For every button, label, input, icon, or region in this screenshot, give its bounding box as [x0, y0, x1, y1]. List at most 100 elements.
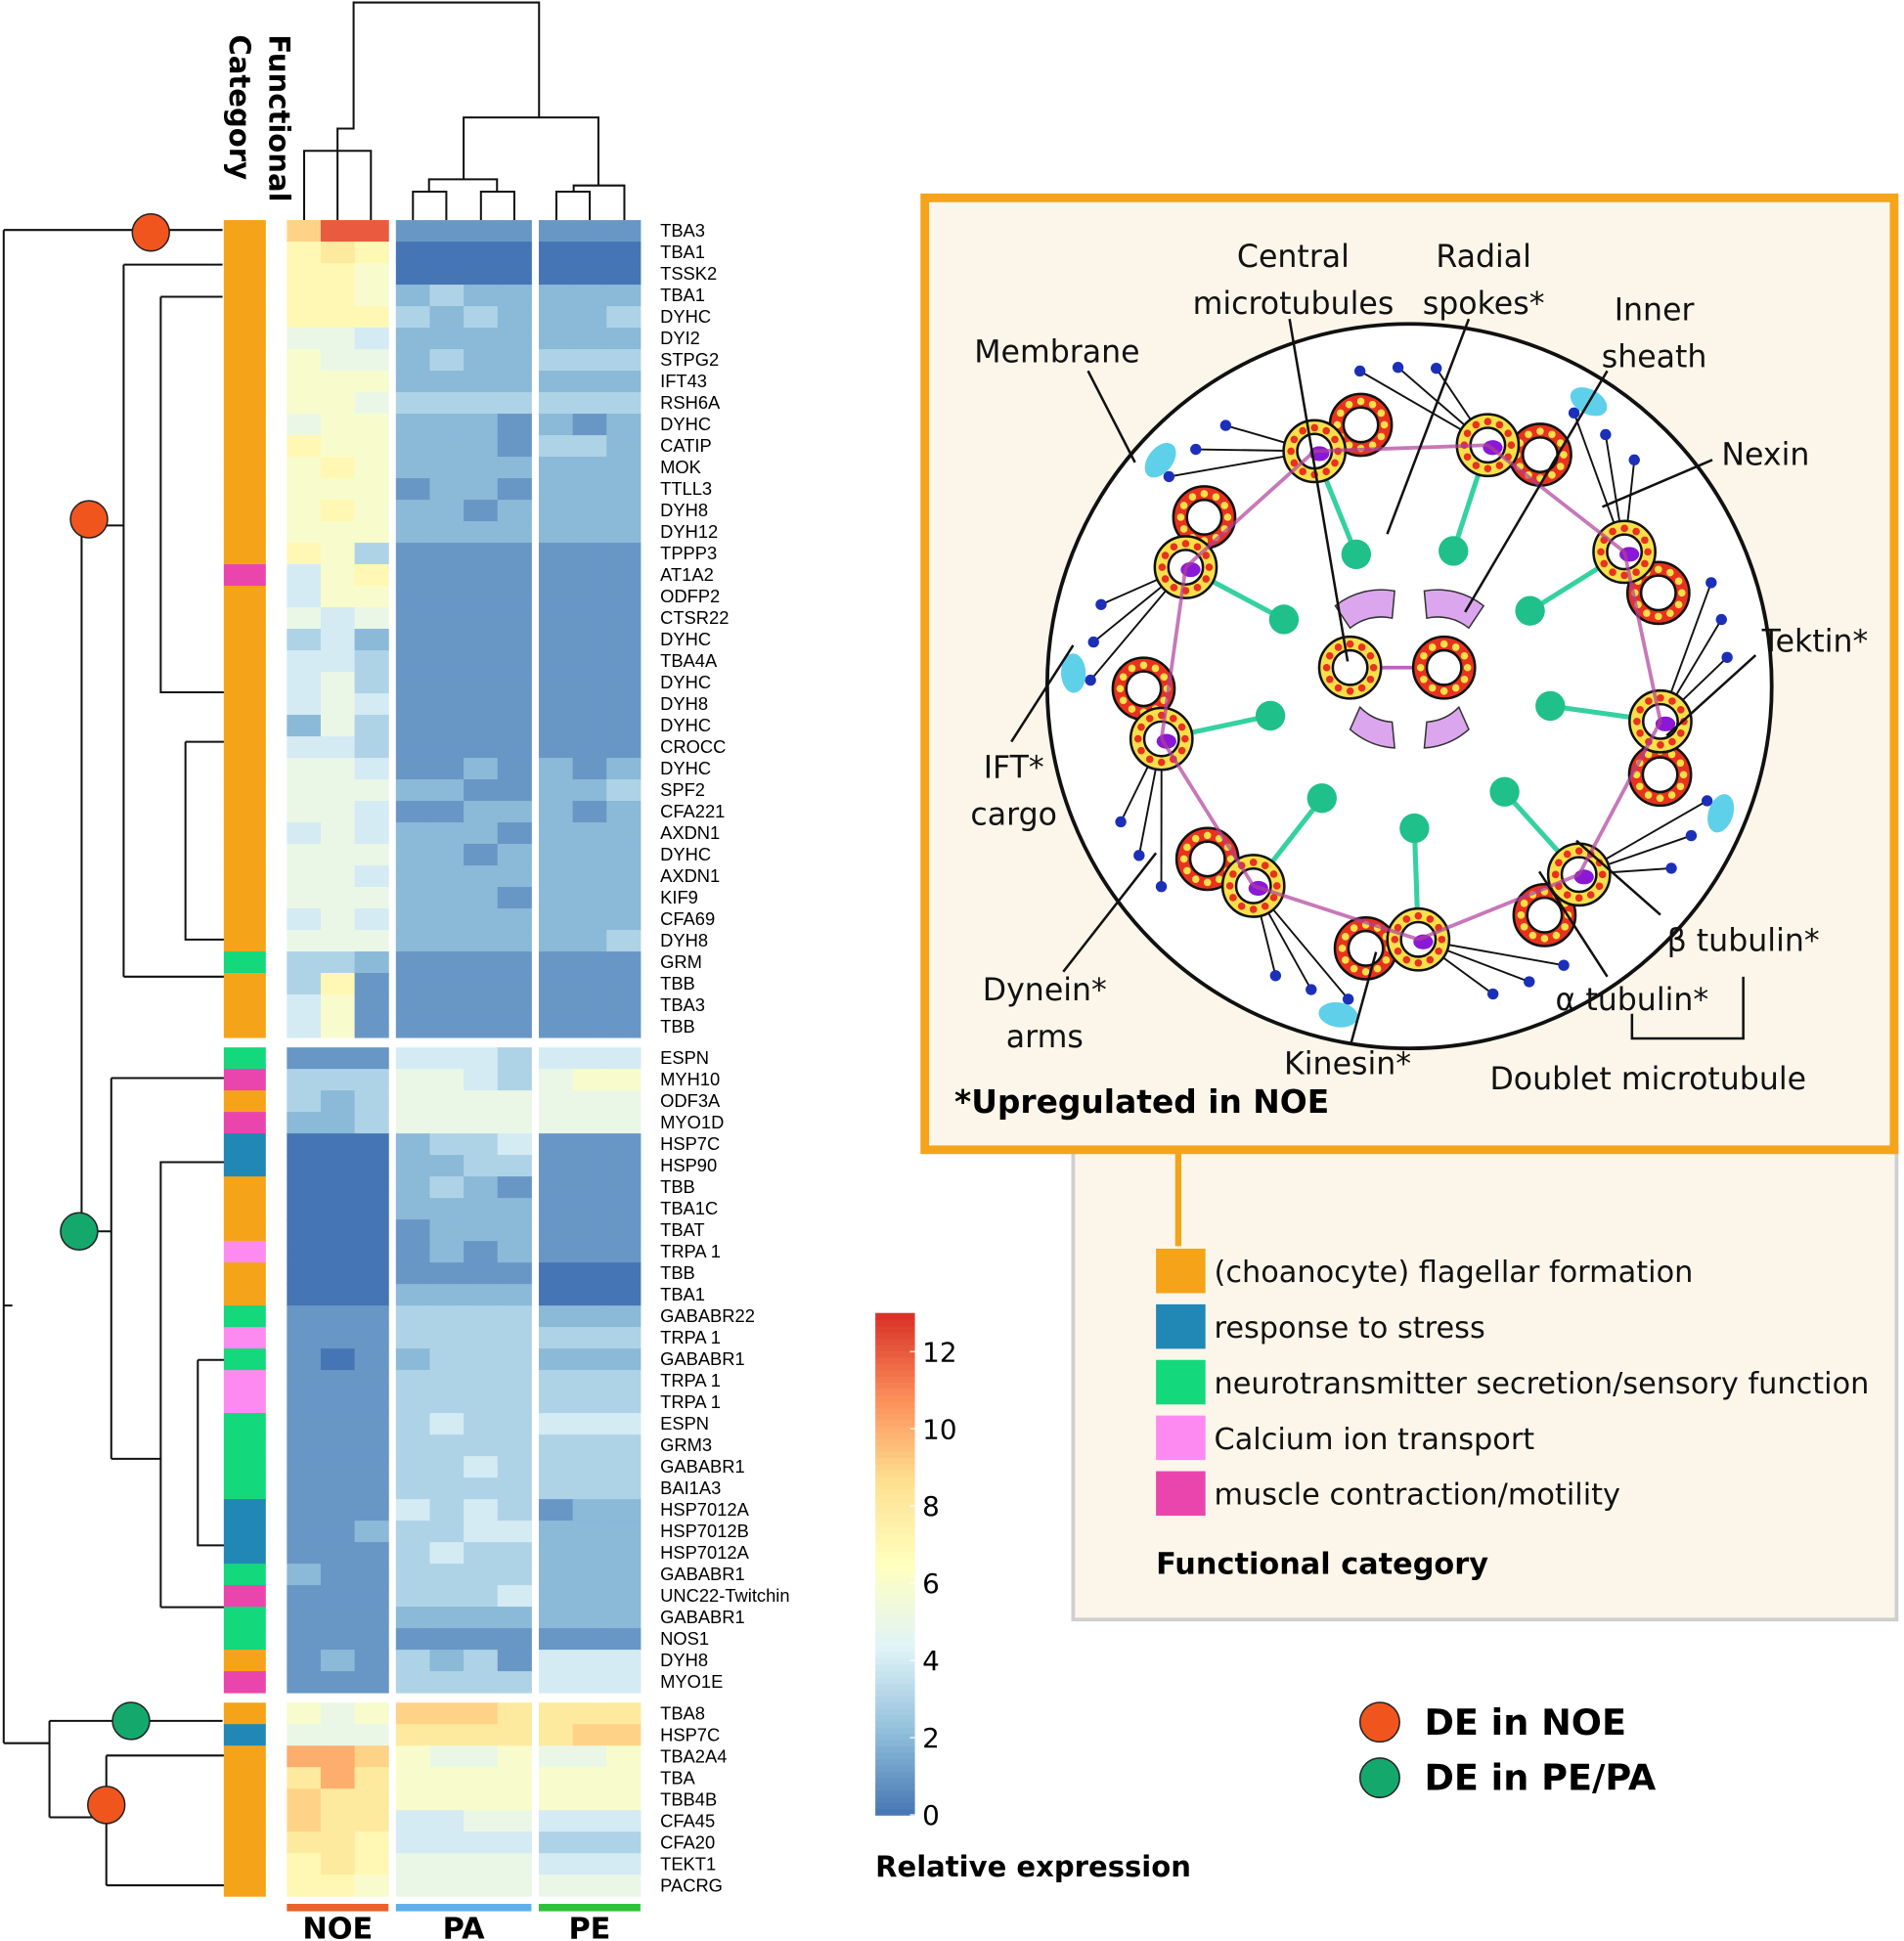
heat-cell	[354, 1875, 389, 1897]
heat-cell	[606, 1047, 642, 1070]
heat-cell	[395, 1671, 430, 1694]
colorbar-step	[875, 1476, 915, 1483]
heat-cell	[354, 1521, 389, 1543]
diagram-label: sheath	[1602, 340, 1707, 375]
tubulin-dot	[1377, 409, 1386, 418]
tubulin-dot	[1326, 675, 1334, 684]
category-cell	[223, 1155, 266, 1177]
heat-cell	[606, 242, 642, 264]
gene-label: CFA69	[660, 908, 715, 929]
heat-cell	[287, 306, 322, 329]
colorbar-step	[875, 1375, 915, 1384]
heat-cell	[464, 1047, 499, 1070]
heat-cell	[538, 1702, 574, 1725]
heat-cell	[606, 1133, 642, 1156]
tubulin-dot	[1151, 664, 1160, 673]
heat-cell	[354, 822, 389, 845]
category-cell	[223, 1090, 266, 1113]
group-label: PE	[568, 1912, 610, 1941]
gene-label: RSH6A	[660, 392, 721, 413]
heat-cell	[606, 1542, 642, 1565]
tubulin-dot	[1350, 964, 1358, 973]
colorbar-step	[875, 1582, 915, 1590]
category-cell	[223, 650, 266, 673]
tubulin-dot	[1119, 696, 1128, 705]
tubule-lumen	[1342, 406, 1380, 444]
heat-cell	[287, 263, 322, 286]
heat-cell	[538, 1198, 574, 1220]
heat-cell	[320, 478, 356, 501]
heat-cell	[287, 500, 322, 522]
heat-cell	[354, 220, 389, 243]
heat-cell	[429, 1767, 465, 1789]
colorbar-step	[875, 1664, 915, 1672]
heat-cell	[497, 435, 532, 458]
gene-label: AXDN1	[660, 865, 720, 886]
tubulin-dot	[1552, 931, 1561, 940]
heat-cell	[320, 1047, 356, 1070]
nexin-link	[1622, 551, 1662, 723]
heat-cell	[320, 1585, 356, 1608]
heat-cell	[464, 994, 499, 1017]
heat-cell	[464, 822, 499, 845]
tubule-lumen	[1425, 648, 1463, 686]
heat-cell	[354, 1456, 389, 1478]
heat-cell	[538, 1542, 574, 1565]
heat-cell	[287, 1090, 322, 1113]
heat-cell	[572, 1327, 607, 1349]
heat-cell	[395, 1016, 430, 1038]
heat-cell	[354, 908, 389, 931]
heat-cell	[429, 586, 465, 608]
gene-label: ODFP2	[660, 586, 720, 606]
heat-cell	[572, 1767, 607, 1789]
heat-cell	[572, 1069, 607, 1091]
heat-cell	[572, 865, 607, 888]
heat-cell	[395, 1155, 430, 1177]
heat-cell	[395, 1831, 430, 1854]
heat-cell	[538, 414, 574, 436]
category-cell	[223, 1434, 266, 1457]
heat-cell	[572, 349, 607, 372]
gene-label: TEKT1	[660, 1853, 716, 1874]
heat-cell	[354, 1499, 389, 1522]
heat-cell	[395, 1112, 430, 1134]
heat-cell	[572, 457, 607, 479]
tubulin-dot	[1366, 651, 1375, 660]
heat-cell	[287, 951, 322, 974]
heat-cell	[429, 220, 465, 243]
diagram-label: Inner	[1615, 292, 1695, 328]
heat-cell	[354, 1262, 389, 1285]
category-cell	[223, 629, 266, 651]
tubulin-dot	[1333, 420, 1342, 429]
nexin-link	[1486, 443, 1626, 553]
heat-cell	[538, 457, 574, 479]
heat-cell	[464, 607, 499, 630]
heat-cell	[572, 1499, 607, 1522]
heat-cell	[538, 306, 574, 329]
tubulin-dot	[1128, 705, 1136, 713]
tubulin-dot	[1145, 715, 1154, 723]
heat-cell	[538, 1585, 574, 1608]
heat-cell	[320, 1155, 356, 1177]
heat-cell	[320, 1628, 356, 1651]
heat-cell	[497, 457, 532, 479]
heat-cell	[464, 650, 499, 673]
heat-cell	[464, 564, 499, 587]
gene-label: DYHC	[660, 758, 711, 778]
heat-cell	[429, 1810, 465, 1832]
tubulin-dot	[1439, 640, 1448, 648]
heat-cell	[606, 328, 642, 350]
colorbar-step	[875, 1689, 915, 1697]
gene-label: CATIP	[660, 435, 712, 456]
heat-cell	[429, 500, 465, 522]
tubulin-dot	[1226, 855, 1235, 863]
heat-cell	[320, 1671, 356, 1694]
colorbar-step	[875, 1676, 915, 1685]
heat-cell	[395, 1090, 430, 1113]
dynein-head	[1269, 970, 1282, 982]
dynein-head	[1558, 959, 1570, 971]
heat-cell	[497, 930, 532, 952]
heat-cell	[497, 1810, 532, 1832]
dynein-head	[1568, 407, 1580, 419]
heat-cell	[429, 951, 465, 974]
